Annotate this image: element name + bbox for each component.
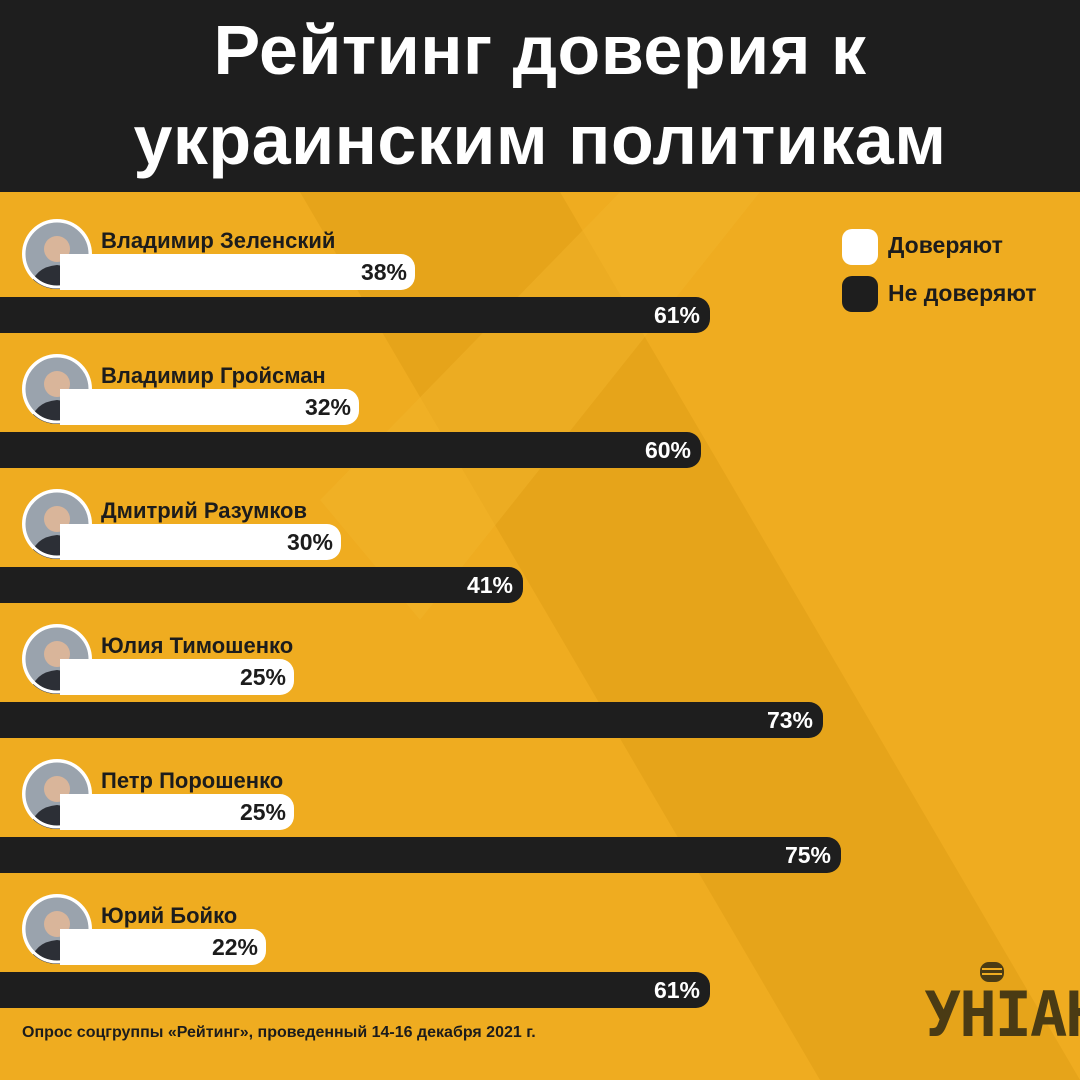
politician-name: Владимир Гройсман bbox=[101, 363, 326, 388]
legend-swatch-trust bbox=[842, 229, 878, 265]
trust-bar: 32% bbox=[60, 389, 359, 425]
legend-label-distrust: Не доверяют bbox=[888, 280, 1037, 306]
page-title-line-2: украинским политикам bbox=[133, 101, 947, 179]
header: Рейтинг доверия к украинским политикам bbox=[0, 0, 1080, 192]
politician-name: Юрий Бойко bbox=[101, 903, 238, 928]
footnote: Опрос соцгруппы «Рейтинг», проведенный 1… bbox=[22, 1024, 536, 1041]
distrust-bar: 60% bbox=[0, 432, 701, 468]
trust-bar: 38% bbox=[60, 254, 415, 290]
distrust-bar: 41% bbox=[0, 567, 523, 603]
trust-bar: 30% bbox=[60, 524, 341, 560]
legend-swatch-distrust bbox=[842, 276, 878, 312]
legend-label-trust: Доверяют bbox=[888, 232, 1003, 258]
trust-bar: 25% bbox=[60, 794, 294, 830]
politician-name: Юлия Тимошенко bbox=[101, 633, 294, 658]
politician-name: Петр Порошенко bbox=[101, 768, 284, 793]
trust-bar: 22% bbox=[60, 929, 266, 965]
distrust-bar: 73% bbox=[0, 702, 823, 738]
distrust-bar: 61% bbox=[0, 297, 710, 333]
trust-bar: 25% bbox=[60, 659, 294, 695]
page-title-line-1: Рейтинг доверия к bbox=[213, 11, 867, 89]
distrust-bar: 61% bbox=[0, 972, 710, 1008]
unian-logo: УНІАН bbox=[924, 960, 1080, 1056]
distrust-bar: 75% bbox=[0, 837, 841, 873]
logo-text: УНІАН bbox=[924, 978, 1080, 1051]
politician-name: Дмитрий Разумков bbox=[101, 498, 308, 523]
microphone-icon bbox=[980, 962, 1004, 982]
politician-name: Владимир Зеленский bbox=[101, 228, 336, 253]
